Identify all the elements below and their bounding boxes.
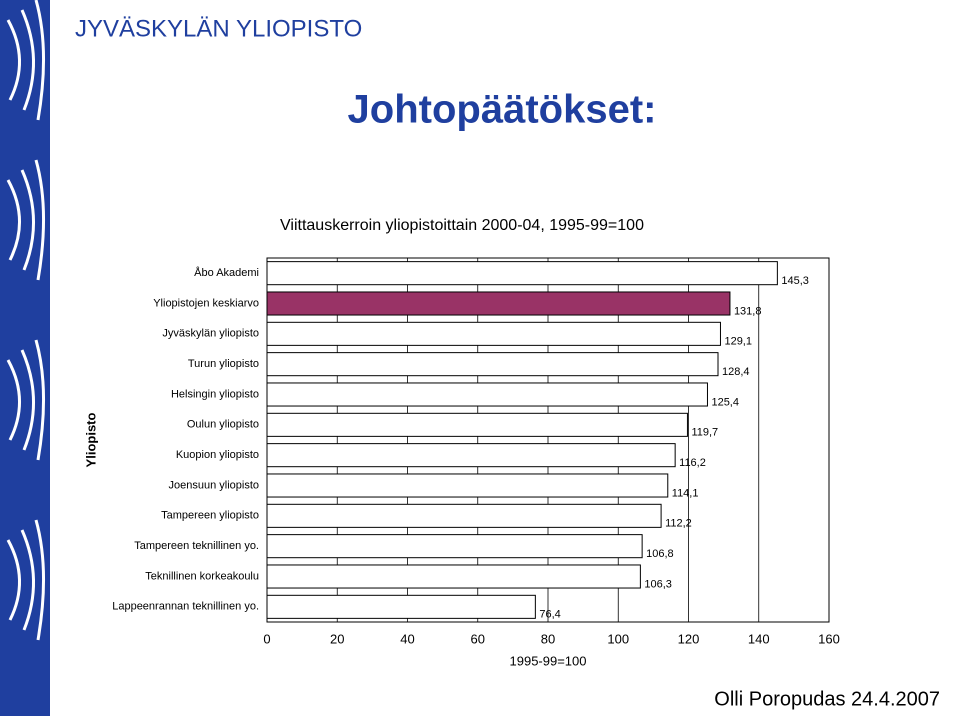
value-label: 106,3 — [644, 578, 672, 590]
x-tick-label: 40 — [400, 631, 414, 646]
category-label: Turun yliopisto — [188, 358, 259, 370]
y-axis-label: Yliopisto — [83, 412, 98, 467]
bar — [266, 382, 708, 407]
x-tick-label: 140 — [748, 631, 770, 646]
category-label: Kuopion yliopisto — [176, 449, 259, 461]
bar — [266, 261, 778, 286]
bar — [266, 291, 731, 316]
bar — [266, 503, 662, 528]
x-tick-label: 20 — [330, 631, 344, 646]
value-label: 131,8 — [734, 305, 762, 317]
category-label: Oulun yliopisto — [187, 419, 259, 431]
value-label: 114,1 — [672, 487, 699, 499]
x-tick-label: 60 — [471, 631, 485, 646]
category-label: Jyväskylän yliopisto — [162, 328, 259, 340]
value-label: 76,4 — [539, 609, 560, 621]
category-label: Joensuun yliopisto — [168, 479, 259, 491]
x-tick-label: 100 — [607, 631, 629, 646]
header: JYVÄSKYLÄN YLIOPISTO — [75, 15, 362, 42]
value-label: 106,8 — [646, 548, 674, 560]
category-label: Lappeenrannan teknillinen yo. — [112, 601, 259, 613]
x-axis-label: 1995-99=100 — [510, 653, 587, 668]
x-tick-label: 160 — [818, 631, 840, 646]
bar — [266, 473, 669, 498]
x-tick-label: 80 — [541, 631, 555, 646]
category-label: Teknillinen korkeakoulu — [145, 570, 259, 582]
value-label: 116,2 — [679, 457, 706, 469]
slide-title: Johtopäätökset: — [348, 88, 657, 132]
value-label: 119,7 — [691, 427, 718, 439]
bar — [266, 594, 536, 619]
x-tick-label: 0 — [263, 631, 270, 646]
bar — [266, 412, 688, 437]
footer: Olli Poropudas 24.4.2007 — [714, 688, 940, 710]
value-label: 128,4 — [722, 366, 750, 378]
x-tick-label: 120 — [678, 631, 700, 646]
category-label: Åbo Akademi — [194, 266, 259, 279]
bar — [266, 564, 641, 589]
value-label: 112,2 — [665, 518, 692, 530]
bar — [266, 534, 643, 559]
category-label: Yliopistojen keskiarvo — [153, 297, 259, 309]
bar — [266, 321, 721, 346]
value-label: 145,3 — [781, 275, 809, 287]
category-label: Helsingin yliopisto — [171, 388, 259, 400]
value-label: 125,4 — [711, 396, 739, 408]
bar — [266, 443, 676, 468]
logo-decoration — [6, 0, 45, 641]
value-label: 129,1 — [724, 336, 752, 348]
bar — [266, 352, 719, 377]
category-label: Tampereen teknillinen yo. — [134, 540, 259, 552]
category-label: Tampereen yliopisto — [161, 510, 259, 522]
chart-title: Viittauskerroin yliopistoittain 2000-04,… — [280, 217, 644, 234]
